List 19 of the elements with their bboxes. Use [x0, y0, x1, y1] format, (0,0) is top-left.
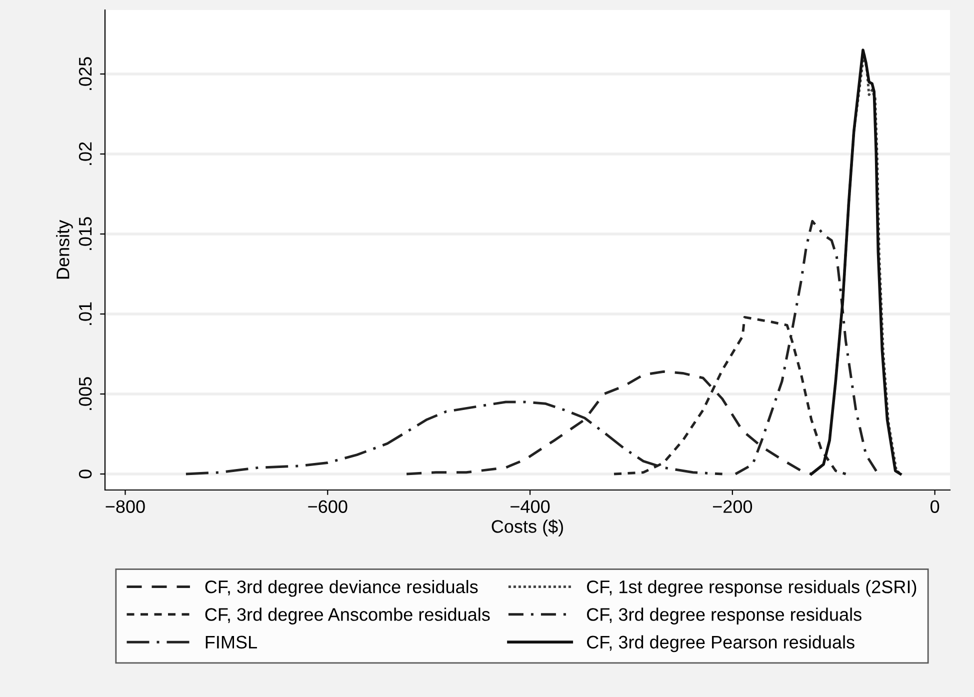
legend-label: CF, 3rd degree response residuals — [587, 608, 862, 624]
x-tick-label: −600 — [308, 500, 348, 513]
x-tick-label: −200 — [712, 500, 752, 513]
legend-label: FIMSL — [206, 636, 257, 649]
y-tick-label: .015 — [78, 217, 92, 250]
x-tick-label: −800 — [106, 500, 145, 513]
y-tick-label: .01 — [78, 302, 92, 325]
y-tick-label: .02 — [78, 142, 92, 165]
x-axis-title: Costs ($) — [492, 519, 563, 536]
y-tick-label: .005 — [78, 377, 92, 410]
y-axis-title: Density — [56, 220, 73, 279]
legend-label: CF, 3rd degree Anscombe residuals — [205, 608, 490, 624]
y-tick-label: 0 — [78, 470, 92, 478]
legend-label: CF, 1st degree response residuals (2SRI) — [587, 580, 916, 597]
legend-label: CF, 3rd degree deviance residuals — [205, 580, 478, 597]
y-tick-label: .025 — [78, 57, 92, 90]
x-tick-label: 0 — [930, 500, 940, 513]
x-tick-label: −400 — [510, 500, 550, 513]
legend-label: CF, 3rd degree Pearson residuals — [587, 635, 854, 652]
